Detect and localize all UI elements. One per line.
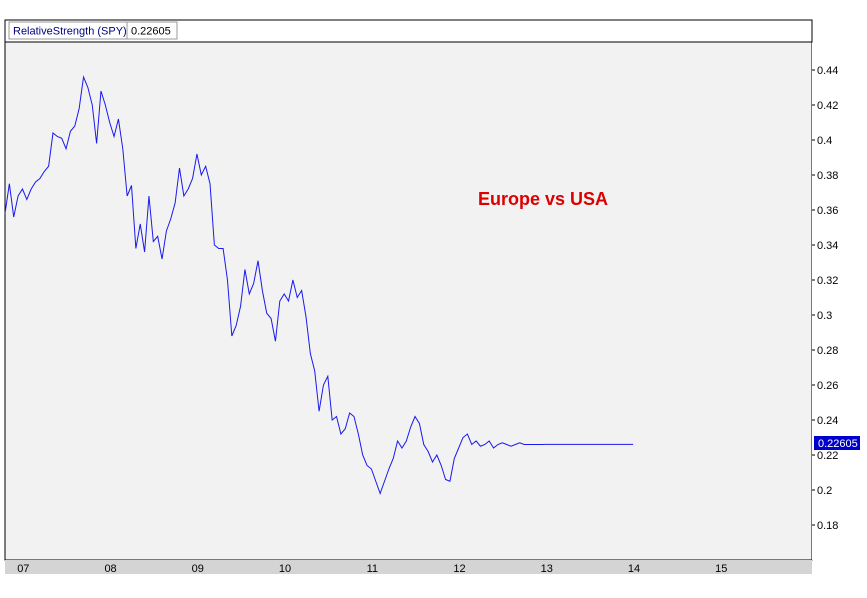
last-value-marker: 0.22605 [814,436,860,450]
x-tick-label: 10 [279,563,291,575]
y-tick-label: 0.22 [817,450,838,462]
y-tick-label: 0.4 [817,135,832,147]
y-tick-label: 0.3 [817,310,832,322]
y-axis: 0.18 0.2 0.22 0.24 0.26 0.28 0.3 0.32 0.34 0.36 0.… [812,65,838,532]
y-tick-label: 0.26 [817,380,838,392]
legend-series-label: RelativeStrength (SPY) [13,26,127,38]
y-tick-label: 0.38 [817,170,838,182]
legend-value-box [126,21,178,40]
x-axis-strip [5,560,812,574]
legend-value: 0.22605 [131,26,171,38]
x-tick-label: 14 [628,563,640,575]
plot-area [4,41,813,561]
y-tick-label: 0.42 [817,100,838,112]
series-line [4,75,634,495]
series-layer [4,75,634,495]
y-tick-label: 0.24 [817,415,838,427]
y-tick-label: 0.44 [817,65,838,77]
x-tick-label: 13 [541,563,553,575]
y-tick-label: 0.2 [817,485,832,497]
y-axis-area [812,20,867,560]
chart-annotation: Europe vs USA [478,189,608,209]
x-tick-label: 08 [104,563,116,575]
y-tick-label: 0.32 [817,275,838,287]
legend-header [4,19,813,43]
x-tick-label: 12 [453,563,465,575]
y-tick-label: 0.36 [817,205,838,217]
x-axis: 07 08 09 10 11 12 13 14 15 [17,563,727,575]
y-tick-label: 0.28 [817,345,838,357]
x-tick-label: 07 [17,563,29,575]
y-tick-label: 0.18 [817,520,838,532]
x-tick-label: 09 [192,563,204,575]
x-tick-label: 15 [715,563,727,575]
last-value-background [814,436,860,450]
x-tick-label: 11 [367,563,378,575]
y-tick-label: 0.34 [817,240,838,252]
last-value-label: 0.22605 [818,438,858,450]
